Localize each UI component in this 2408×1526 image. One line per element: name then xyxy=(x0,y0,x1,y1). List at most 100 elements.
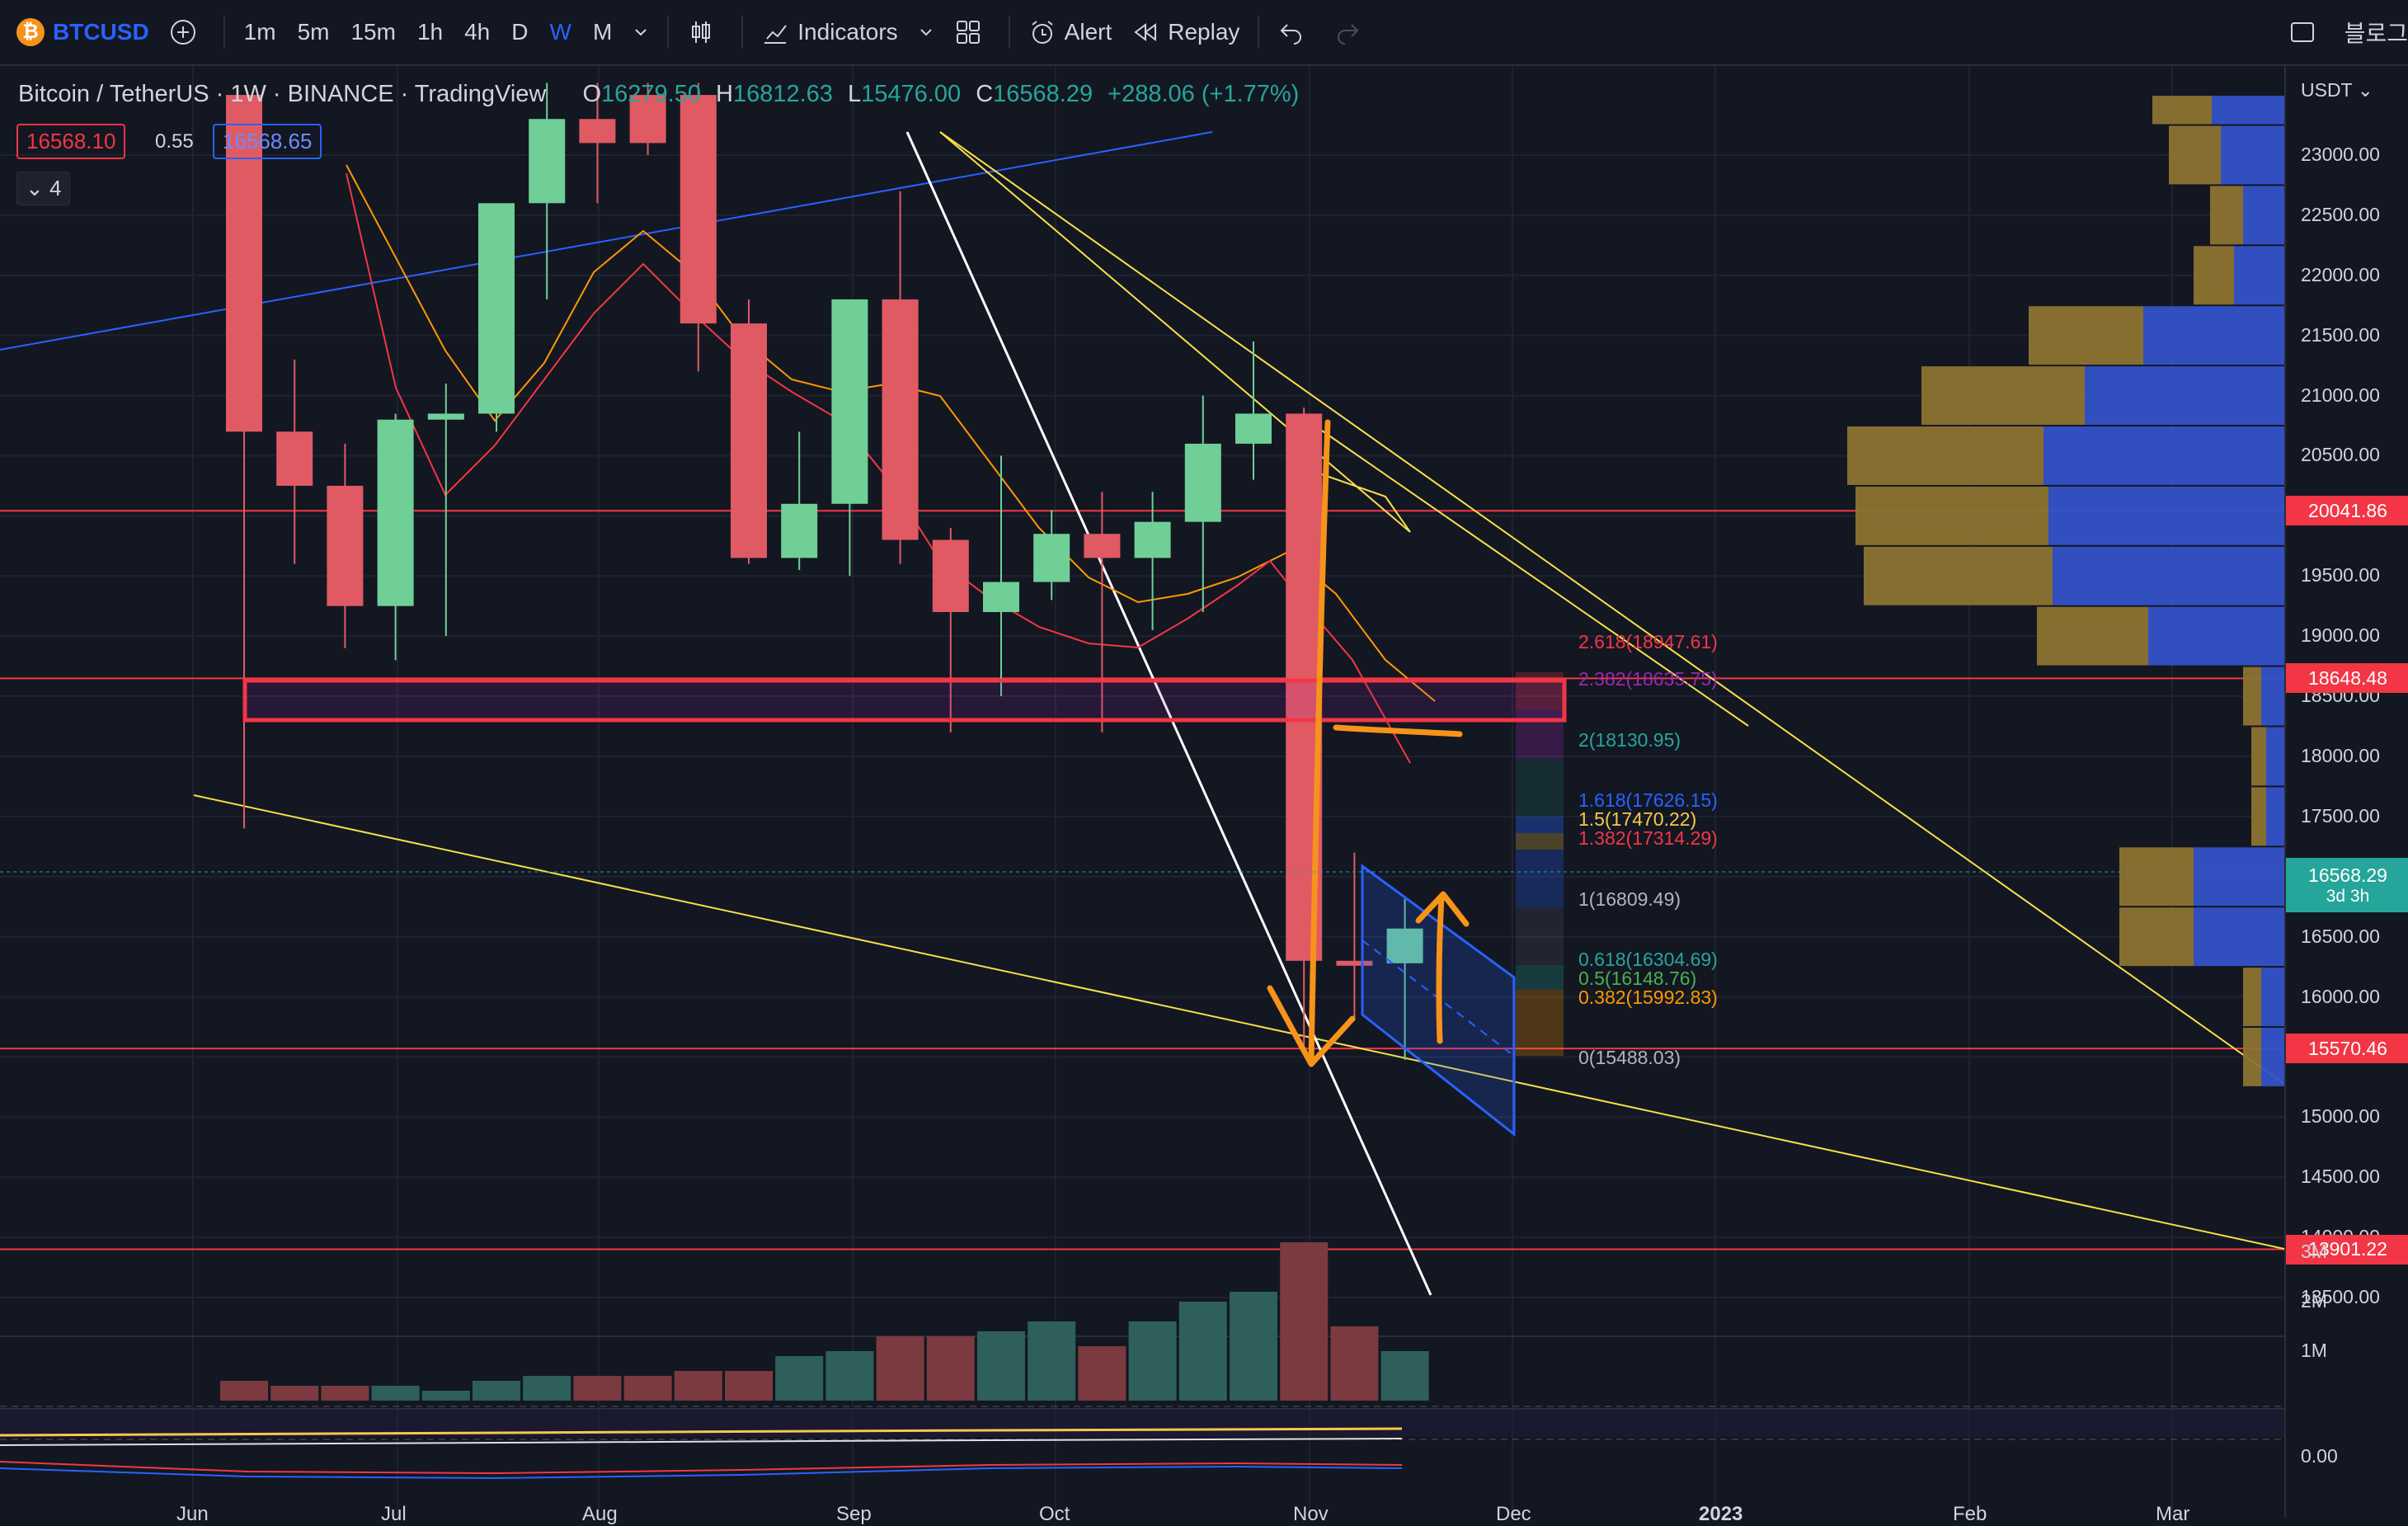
fib-level-label: 0(15488.03) xyxy=(1578,1047,1681,1069)
timeframe-5m[interactable]: 5m xyxy=(297,19,330,45)
price-axis-label: 18000.00 xyxy=(2301,744,2380,766)
volume-bar xyxy=(421,1391,470,1401)
oscillator-axis-label: 0.00 xyxy=(2301,1445,2338,1467)
candle xyxy=(327,443,364,648)
spread-value: 0.55 xyxy=(155,130,194,153)
date-axis-label: Aug xyxy=(582,1503,618,1525)
candle xyxy=(1336,852,1373,1021)
timeframe-w[interactable]: W xyxy=(549,19,571,45)
hand-drawn-arrows xyxy=(1267,419,1470,1067)
timeframe-d[interactable]: D xyxy=(511,19,529,45)
price-axis-label: 14500.00 xyxy=(2301,1166,2380,1188)
timeframe-dropdown[interactable] xyxy=(623,0,659,64)
fib-level-label: 2.382(18635.75) xyxy=(1578,668,1718,690)
volume-bar xyxy=(725,1371,773,1401)
price-axis-label: 15000.00 xyxy=(2301,1105,2380,1128)
indicators-dropdown[interactable] xyxy=(908,0,944,64)
price-tag: 15570.46 xyxy=(2286,1034,2408,1064)
price-axis-label: 20500.00 xyxy=(2301,444,2380,466)
timeframe-15m[interactable]: 15m xyxy=(350,19,396,45)
volume-bar xyxy=(1178,1302,1227,1401)
fib-level-label: 1.382(17314.29) xyxy=(1578,827,1718,849)
price-axis-label: 16500.00 xyxy=(2301,925,2380,947)
price-axis-label: 19000.00 xyxy=(2301,624,2380,647)
chart-title: Bitcoin / TetherUS · 1W · BINANCE · Trad… xyxy=(18,81,547,107)
compare-button[interactable] xyxy=(159,0,215,64)
redo-button[interactable] xyxy=(1324,0,1380,64)
price-axis-label: 17500.00 xyxy=(2301,804,2380,827)
volume-bar xyxy=(1128,1321,1177,1401)
candle xyxy=(579,82,616,204)
indicator-count: 4 xyxy=(49,176,62,200)
replay-button[interactable]: Replay xyxy=(1122,0,1249,64)
timeframe-1h[interactable]: 1h xyxy=(416,19,444,45)
price-chart[interactable] xyxy=(0,66,2284,1518)
volume-bar xyxy=(523,1376,571,1401)
open-label: O16279.50 xyxy=(582,81,701,107)
volume-axis-label: 1M xyxy=(2301,1340,2327,1361)
chart-type-button[interactable] xyxy=(677,0,733,64)
close-label: C16568.29 xyxy=(976,81,1093,107)
date-axis-label: Feb xyxy=(1953,1503,1987,1525)
date-axis-label: Mar xyxy=(2156,1503,2190,1525)
volume-bar xyxy=(270,1386,319,1401)
indicators-label: Indicators xyxy=(797,19,898,45)
volume-bar xyxy=(1380,1351,1429,1401)
volume-bar xyxy=(1280,1242,1329,1401)
volume-bar xyxy=(926,1336,975,1401)
ask-price-box[interactable]: 16568.65 xyxy=(213,124,322,159)
blog-link[interactable]: 블로그 xyxy=(2335,0,2408,64)
alarm-clock-icon xyxy=(1032,21,1053,44)
rewind-icon xyxy=(1134,23,1157,41)
bid-price-box[interactable]: 16568.10 xyxy=(16,124,126,159)
price-axis[interactable]: USDT ⌄ 23000.00 22500.00 22000.00 21500.00 2… xyxy=(2284,66,2408,1518)
candlestick-icon xyxy=(692,21,711,43)
date-axis-label: Jul xyxy=(381,1503,407,1525)
fib-level-label: 0.5(16148.76) xyxy=(1578,967,1697,989)
symbol-name: BTCUSD xyxy=(53,19,149,45)
candle xyxy=(932,527,969,732)
date-axis-label: Sep xyxy=(836,1503,872,1525)
alert-button[interactable]: Alert xyxy=(1018,0,1122,64)
volume-bar xyxy=(573,1376,622,1401)
candle xyxy=(882,191,919,564)
fullscreen-button[interactable] xyxy=(2279,0,2335,64)
grid-layout-icon xyxy=(956,21,980,44)
date-axis-label: Jun xyxy=(176,1503,209,1525)
chevron-down-icon xyxy=(919,29,932,36)
price-axis-label: 21000.00 xyxy=(2301,384,2380,406)
timeframe-4h[interactable]: 4h xyxy=(464,19,491,45)
indicators-icon xyxy=(764,25,788,44)
price-tag: 13901.22 xyxy=(2286,1234,2408,1265)
fib-level-label: 1.618(17626.15) xyxy=(1578,789,1718,812)
price-axis-label: 22500.00 xyxy=(2301,203,2380,225)
volume-bars xyxy=(220,1242,1429,1401)
candle xyxy=(1033,510,1070,601)
undo-button[interactable] xyxy=(1267,0,1324,64)
volume-bar xyxy=(1230,1292,1277,1401)
price-axis-label: 19500.00 xyxy=(2301,564,2380,586)
candle xyxy=(529,82,566,299)
candle xyxy=(1184,395,1221,612)
volume-bar xyxy=(220,1381,268,1401)
timeframe-1m[interactable]: 1m xyxy=(243,19,276,45)
support-zone-box[interactable] xyxy=(242,678,1567,723)
timeframe-m[interactable]: M xyxy=(592,19,613,45)
fib-level-label: 2.618(18947.61) xyxy=(1578,630,1718,652)
chart-legend: Bitcoin / TetherUS · 1W · BINANCE · Trad… xyxy=(18,81,1299,108)
indicators-button[interactable]: Indicators xyxy=(751,0,907,64)
symbol-selector[interactable]: ₿ BTCUSD xyxy=(0,0,159,64)
volume-bar xyxy=(775,1356,824,1401)
blog-label: 블로그 xyxy=(2344,21,2408,46)
fib-level-label: 2(18130.95) xyxy=(1578,728,1681,751)
candle xyxy=(427,384,464,637)
plus-circle-icon xyxy=(170,20,195,45)
price-axis-label: 16000.00 xyxy=(2301,985,2380,1007)
price-axis-label: 22000.00 xyxy=(2301,263,2380,285)
indicator-toggle[interactable]: ⌄ 4 xyxy=(16,172,71,205)
candle xyxy=(831,299,868,577)
date-axis-label: 2023 xyxy=(1699,1503,1743,1525)
fib-level-label: 1.5(17470.22) xyxy=(1578,808,1697,831)
layout-button[interactable] xyxy=(944,0,1000,64)
currency-selector[interactable]: USDT ⌄ xyxy=(2301,79,2373,101)
